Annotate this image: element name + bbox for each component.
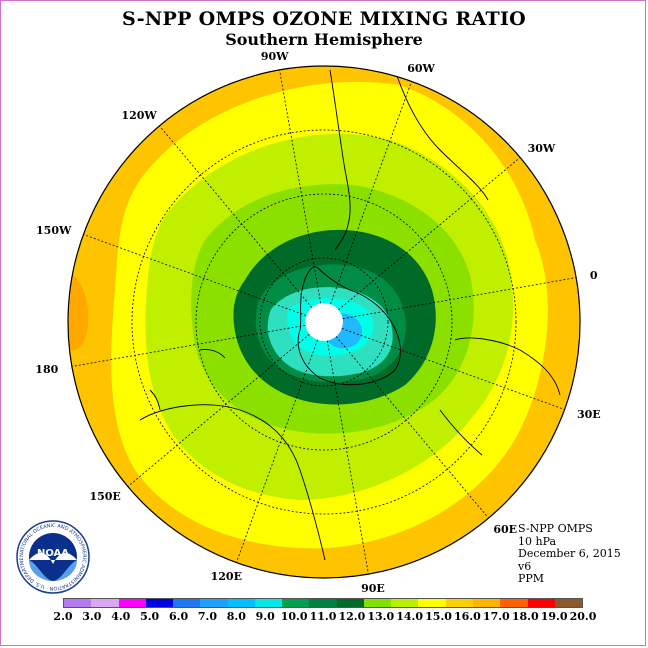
meridian-line xyxy=(83,234,307,316)
longitude-label: 60W xyxy=(407,62,435,76)
meridian-line xyxy=(341,328,565,410)
logo-text: NOAA xyxy=(37,548,69,559)
longitude-label: 150W xyxy=(36,223,72,237)
info-level: 10 hPa xyxy=(518,534,557,548)
info-date: December 6, 2015 xyxy=(518,547,621,560)
colorbar-segment xyxy=(91,599,119,607)
longitude-label: 180 xyxy=(35,362,59,376)
meridian-line xyxy=(342,277,577,320)
colorbar-tick-label: 19.0 xyxy=(540,610,568,623)
logo-inner-disc xyxy=(29,533,77,581)
colorbar-segment xyxy=(472,599,501,607)
colorbar-tick-label: 17.0 xyxy=(482,610,510,623)
colorbar-segment xyxy=(554,599,583,607)
colorbar-tick-label: 15.0 xyxy=(425,610,452,623)
meridian-line xyxy=(71,324,306,367)
colorbar-segment xyxy=(527,599,555,607)
meridian-line xyxy=(338,157,521,311)
colorbar-segment xyxy=(418,599,446,607)
meridian-line xyxy=(330,81,412,305)
colorbar-segment xyxy=(173,599,201,607)
longitude-label: 90E xyxy=(361,581,385,595)
longitude-label: 120E xyxy=(210,569,242,583)
colorbar-segment xyxy=(254,599,283,607)
colorbar-segment xyxy=(500,599,528,607)
ozone-field xyxy=(68,66,580,578)
graticule xyxy=(71,69,577,575)
meridian-line xyxy=(279,69,322,304)
colorbar-tick-label: 20.0 xyxy=(569,610,597,623)
colorbar-tick-label: 7.0 xyxy=(197,610,217,623)
longitude-label: 30W xyxy=(527,142,556,156)
longitude-label: 30E xyxy=(577,408,601,422)
no-data-polar-cap xyxy=(305,303,343,341)
info-units: PPM xyxy=(518,572,545,585)
colorbar-segment xyxy=(64,599,92,607)
colorbar-segment xyxy=(445,599,473,607)
colorbar-tick-label: 6.0 xyxy=(168,610,189,623)
colorbar-segment xyxy=(282,599,310,607)
info-version: v6 xyxy=(518,559,532,573)
longitude-label: 120W xyxy=(121,109,157,123)
colorbar-segment xyxy=(145,599,174,607)
colorbar-segment xyxy=(118,599,146,607)
colorbar-tick-label: 14.0 xyxy=(396,610,424,623)
colorbar-tick-label: 13.0 xyxy=(367,610,395,623)
colorbar-segment xyxy=(363,599,392,607)
colorbar-tick-label: 8.0 xyxy=(226,610,246,623)
longitude-label: 90W xyxy=(260,50,289,64)
colorbar-segment xyxy=(200,599,228,607)
colorbar-segment xyxy=(227,599,255,607)
colorbar-segment xyxy=(309,599,337,607)
longitude-label: 60E xyxy=(493,522,518,536)
info-block: S-NPP OMPS 10 hPa December 6, 2015 v6 PP… xyxy=(518,522,621,586)
colorbar-tick-label: 16.0 xyxy=(454,610,481,623)
colorbar-tick-label: 11.0 xyxy=(309,610,337,623)
colorbar-tick-label: 10.0 xyxy=(280,610,308,623)
colorbar-tick-label: 5.0 xyxy=(140,610,160,623)
logo-gull xyxy=(29,552,77,564)
meridian-line xyxy=(236,339,318,563)
map-boundary xyxy=(67,65,581,579)
longitude-label: 150E xyxy=(89,489,121,503)
colorbar-tick-label: 9.0 xyxy=(255,610,275,623)
colorbar-segment xyxy=(391,599,419,607)
colorbar-tick-label: 4.0 xyxy=(111,610,131,623)
meridian-line xyxy=(326,340,369,575)
colorbar-tick-label: 18.0 xyxy=(511,610,539,623)
colorbar-segment xyxy=(336,599,364,607)
logo-wave xyxy=(29,560,77,581)
meridian-line xyxy=(159,125,313,308)
colorbar xyxy=(63,598,583,608)
colorbar-tick-label: 2.0 xyxy=(53,610,73,623)
map-subtitle: Southern Hemisphere xyxy=(225,30,423,49)
meridian-line xyxy=(127,333,310,487)
longitude-label: 0 xyxy=(589,269,598,283)
meridian-line xyxy=(335,336,489,519)
map-title: S-NPP OMPS OZONE MIXING RATIO xyxy=(121,8,527,30)
colorbar-tick-label: 12.0 xyxy=(338,610,366,623)
colorbar-tick-label: 3.0 xyxy=(82,610,102,623)
noaa-logo: NATIONAL OCEANIC AND ATMOSPHERIC ADMINIS… xyxy=(16,520,90,594)
info-instrument: S-NPP OMPS xyxy=(518,522,593,535)
band-17-patch xyxy=(68,270,89,351)
